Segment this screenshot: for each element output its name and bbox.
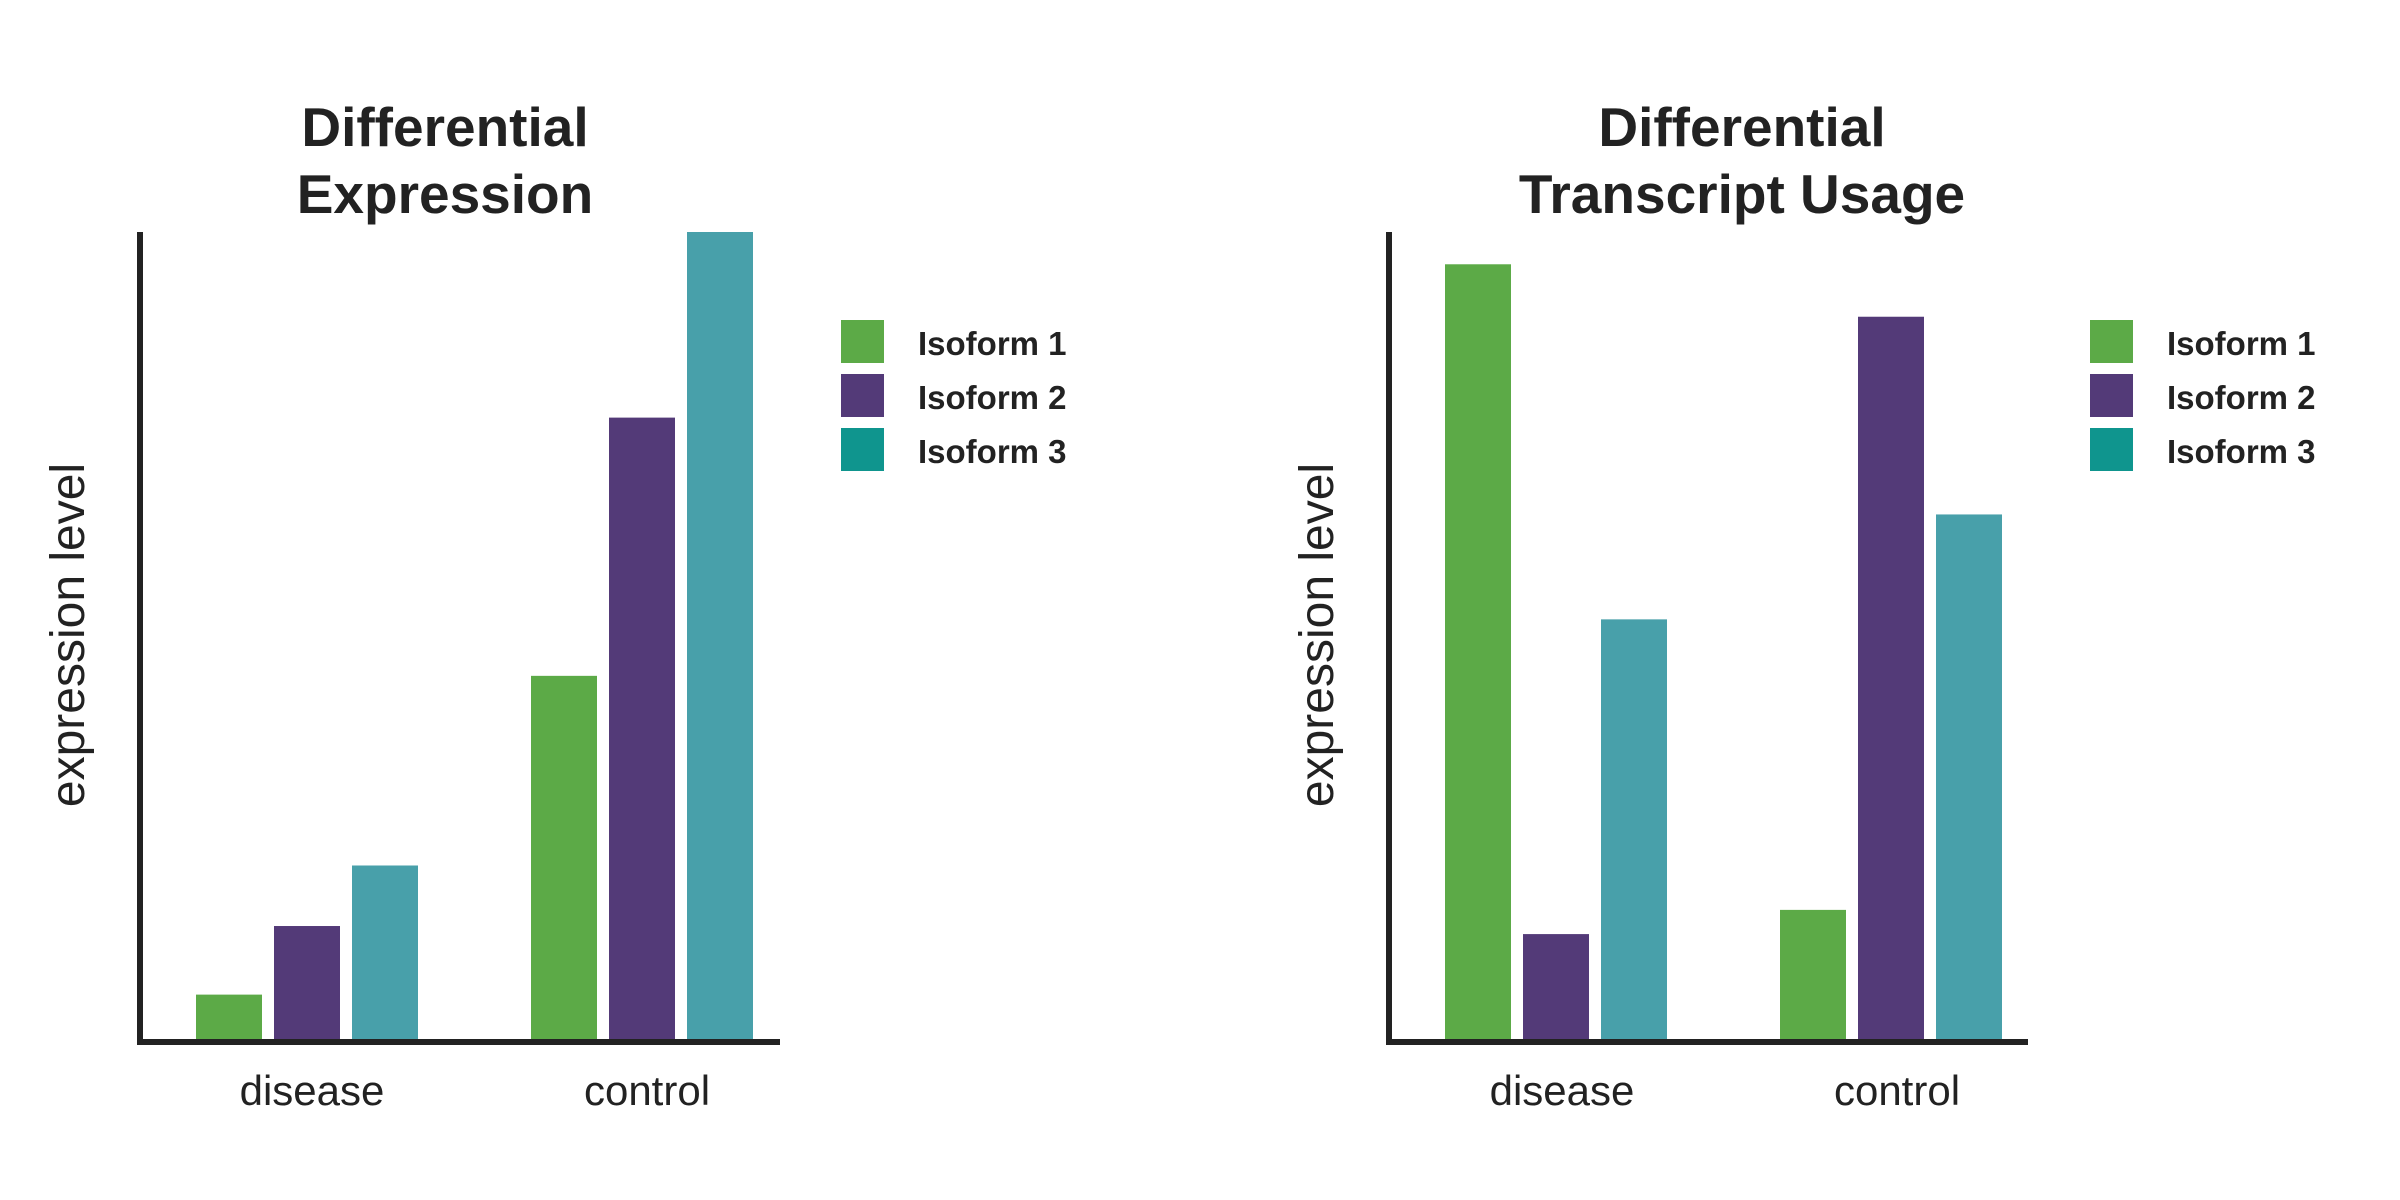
legend-label-isoform-2: Isoform 2 bbox=[918, 379, 1067, 416]
legend-swatch-isoform-1 bbox=[2090, 320, 2133, 363]
legend-label-isoform-3: Isoform 3 bbox=[2167, 433, 2316, 470]
chart-title-line-2: Expression bbox=[297, 163, 594, 225]
legend-swatch-isoform-2 bbox=[841, 374, 884, 417]
legend: Isoform 1 Isoform 2 Isoform 3 bbox=[2090, 320, 2316, 471]
chart-panel-differential-transcript-usage: Differential Transcript Usage expression… bbox=[1291, 96, 2316, 1114]
bars-group bbox=[196, 232, 753, 1039]
y-axis-label: expression level bbox=[1291, 463, 1344, 807]
bar-disease-isoform-1 bbox=[196, 994, 262, 1039]
legend-label-isoform-2: Isoform 2 bbox=[2167, 379, 2316, 416]
bar-control-isoform-2 bbox=[1858, 316, 1924, 1039]
bar-disease-isoform-2 bbox=[1523, 934, 1589, 1039]
bar-disease-isoform-2 bbox=[274, 926, 340, 1039]
bar-control-isoform-3 bbox=[687, 232, 753, 1039]
bar-control-isoform-1 bbox=[1780, 909, 1846, 1039]
x-tick-label-disease: disease bbox=[1490, 1067, 1635, 1114]
bar-control-isoform-1 bbox=[531, 675, 597, 1039]
legend-swatch-isoform-3 bbox=[2090, 428, 2133, 471]
x-tick-label-control: control bbox=[584, 1067, 710, 1114]
bars-group bbox=[1445, 264, 2002, 1039]
chart-title-line-1: Differential bbox=[1598, 96, 1885, 158]
chart-title-line-2: Transcript Usage bbox=[1519, 163, 1965, 225]
legend-swatch-isoform-3 bbox=[841, 428, 884, 471]
chart-title-line-1: Differential bbox=[301, 96, 588, 158]
legend-label-isoform-1: Isoform 1 bbox=[918, 325, 1067, 362]
bar-disease-isoform-1 bbox=[1445, 264, 1511, 1039]
x-tick-label-disease: disease bbox=[240, 1067, 385, 1114]
bar-control-isoform-3 bbox=[1936, 514, 2002, 1039]
legend-swatch-isoform-1 bbox=[841, 320, 884, 363]
x-tick-label-control: control bbox=[1834, 1067, 1960, 1114]
legend-label-isoform-3: Isoform 3 bbox=[918, 433, 1067, 470]
bar-control-isoform-2 bbox=[609, 417, 675, 1039]
chart-panel-differential-expression: Differential Expression expression level… bbox=[42, 96, 1067, 1114]
bar-disease-isoform-3 bbox=[352, 865, 418, 1039]
legend: Isoform 1 Isoform 2 Isoform 3 bbox=[841, 320, 1067, 471]
y-axis-label: expression level bbox=[42, 463, 95, 807]
bar-disease-isoform-3 bbox=[1601, 619, 1667, 1039]
legend-swatch-isoform-2 bbox=[2090, 374, 2133, 417]
legend-label-isoform-1: Isoform 1 bbox=[2167, 325, 2316, 362]
